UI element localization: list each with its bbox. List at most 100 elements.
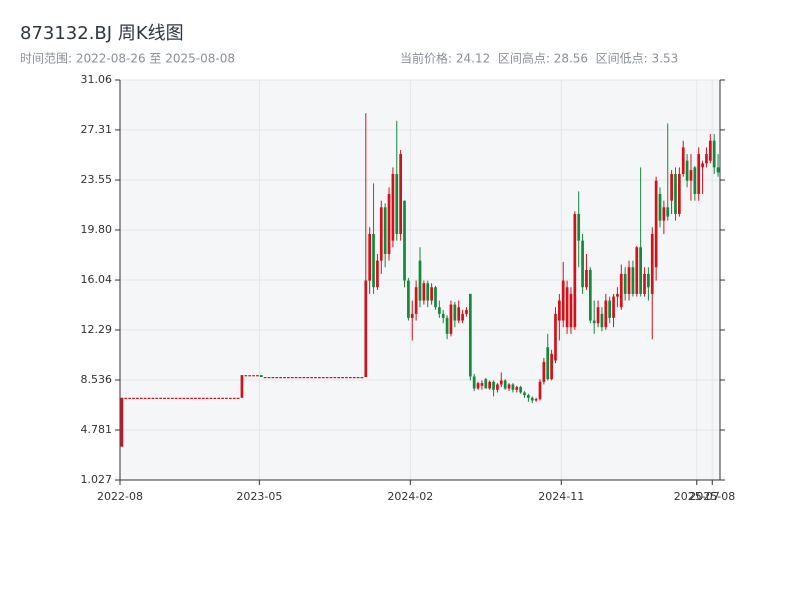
x-tick-label: 2025-07: [674, 490, 720, 503]
y-tick-label: 1.027: [81, 473, 113, 486]
candle-body: [329, 377, 333, 379]
candle-body: [333, 377, 337, 379]
candle-body: [139, 397, 143, 399]
candle-body: [472, 376, 476, 389]
candle-body: [558, 300, 561, 321]
candle-body: [170, 397, 174, 399]
candle-body: [379, 207, 383, 261]
candle-body: [693, 167, 697, 195]
candle-body: [159, 397, 162, 399]
candle-body: [174, 397, 178, 399]
candle-body: [275, 377, 279, 379]
candle-body: [670, 174, 673, 201]
candle-body: [310, 377, 313, 379]
candle-body: [619, 273, 623, 308]
candle-body: [151, 397, 155, 399]
candle-body: [213, 397, 217, 399]
candle-body: [581, 240, 584, 288]
candle-body: [643, 273, 646, 294]
candle-body: [681, 147, 685, 175]
candle-body: [577, 213, 581, 241]
candle-body: [492, 381, 495, 390]
candle-body: [604, 300, 608, 328]
candle-body: [155, 397, 159, 399]
candle-body: [298, 377, 302, 379]
x-tick-label: 2025-08: [689, 490, 735, 503]
candle-body: [410, 313, 414, 318]
candle-body: [596, 307, 600, 324]
candle-body: [194, 397, 197, 399]
candle-body: [217, 397, 221, 399]
candle-body: [658, 194, 662, 221]
candle-body: [438, 307, 441, 314]
candle-body: [325, 377, 329, 379]
x-tick-label: 2024-11: [538, 490, 584, 503]
candle-body: [499, 380, 503, 385]
candle-body: [565, 287, 569, 328]
candle-body: [650, 233, 654, 294]
candle-body: [283, 377, 286, 379]
candle-body: [716, 167, 720, 173]
candle-body: [449, 304, 453, 334]
candle-body: [426, 283, 430, 301]
x-tick-label: 2024-02: [387, 490, 433, 503]
candle-body: [585, 269, 588, 288]
candle-body: [263, 377, 267, 379]
candle-body: [287, 377, 290, 379]
candle-body: [306, 377, 310, 379]
candle-body: [182, 397, 186, 399]
candle-body: [128, 397, 132, 399]
candle-body: [554, 313, 557, 361]
candle-body: [666, 207, 670, 217]
candle-body: [465, 309, 468, 314]
candle-body: [685, 160, 689, 181]
y-tick-label: 23.55: [81, 173, 113, 186]
y-tick-label: 27.31: [81, 123, 113, 136]
candle-body: [271, 377, 275, 379]
candle-body: [201, 397, 205, 399]
candle-body: [167, 397, 170, 399]
range-label: 时间范围: 2022-08-26 至 2025-08-08: [20, 52, 235, 66]
candle-body: [341, 377, 344, 379]
candle-body: [225, 397, 228, 399]
candle-body: [124, 397, 128, 399]
candle-body: [186, 397, 190, 399]
candle-body: [484, 379, 488, 389]
candle-body: [639, 247, 642, 294]
candle-body: [616, 293, 619, 297]
chart-title: 873132.BJ 周K线图: [20, 23, 184, 44]
candle-body: [318, 377, 321, 379]
candle-body: [198, 397, 201, 399]
candle-body: [209, 397, 213, 399]
candle-body: [689, 170, 693, 181]
candle-body: [573, 213, 577, 328]
candle-body: [236, 397, 240, 399]
candle-body: [395, 174, 399, 234]
candle-body: [612, 296, 615, 318]
y-tick-label: 31.06: [81, 73, 113, 86]
y-tick-label: 8.536: [81, 373, 113, 386]
candle-body: [662, 207, 666, 221]
candle-body: [434, 287, 437, 308]
stats-label: 当前价格: 24.12 区间高点: 28.56 区间低点: 3.53: [400, 51, 678, 66]
candle-body: [627, 267, 631, 294]
candle-body: [136, 397, 139, 399]
candle-body: [132, 397, 135, 399]
candle-body: [600, 313, 604, 328]
candle-body: [468, 293, 472, 377]
candle-body: [507, 384, 511, 389]
candle-body: [337, 377, 341, 379]
candle-body: [383, 207, 387, 254]
y-tick-label: 16.04: [81, 273, 113, 286]
candle-body: [480, 383, 484, 386]
candle-body: [376, 260, 379, 288]
candle-body: [527, 395, 530, 398]
candle-body: [592, 320, 596, 324]
candle-body: [647, 273, 650, 288]
candle-body: [252, 375, 255, 377]
candle-body: [294, 377, 298, 379]
candle-body: [561, 280, 565, 321]
candle-body: [360, 377, 364, 379]
candle-body: [232, 397, 236, 399]
